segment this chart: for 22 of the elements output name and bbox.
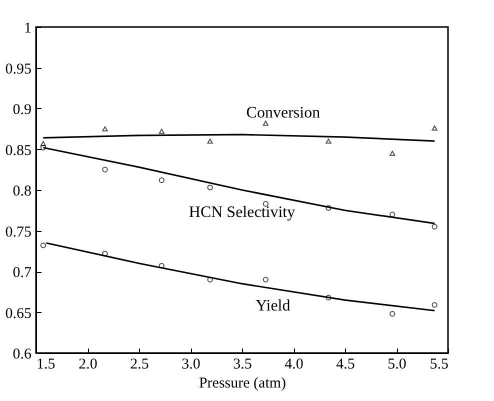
x-tick-label: 5.0 <box>388 356 406 372</box>
y-tick-label: 0.85 <box>5 142 32 159</box>
y-tick-label: 0.9 <box>12 102 32 118</box>
x-axis-title: Pressure (atm) <box>198 376 286 392</box>
y-tick-label: 0.7 <box>12 265 32 281</box>
x-tick-label: 2.5 <box>130 356 149 372</box>
x-tick-label: 2.0 <box>78 356 98 372</box>
series-label: Yield <box>256 298 290 315</box>
x-tick-label: 1.5 <box>36 356 56 372</box>
y-tick-label: 0.95 <box>5 61 32 78</box>
x-tick-label: 4.5 <box>336 356 355 372</box>
y-tick-label: 0.6 <box>12 346 32 362</box>
y-tick-label: 0.8 <box>12 184 32 200</box>
x-tick-label: 5.5 <box>430 356 448 372</box>
y-tick-label: 1 <box>24 20 32 36</box>
x-tick-label: 4.0 <box>284 356 304 372</box>
series-label: HCN Selectivity <box>188 204 296 221</box>
x-tick-label: 3.5 <box>233 356 252 372</box>
y-tick-label: 0.75 <box>5 224 32 240</box>
series-label: Conversion <box>246 104 320 122</box>
x-tick-label: 3.0 <box>182 356 200 372</box>
y-tick-label: 0.65 <box>5 306 32 322</box>
